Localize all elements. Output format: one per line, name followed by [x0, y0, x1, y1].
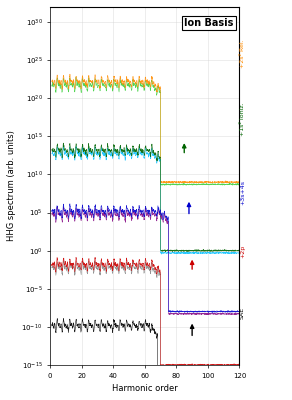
- Text: Ion Basis: Ion Basis: [184, 18, 234, 28]
- Text: +2s² Rel.: +2s² Rel.: [240, 39, 245, 68]
- X-axis label: Harmonic order: Harmonic order: [112, 384, 178, 393]
- Text: SAE: SAE: [240, 307, 245, 319]
- Text: +3s+4s: +3s+4s: [240, 180, 245, 205]
- Text: +1s² Ioniz.: +1s² Ioniz.: [240, 103, 245, 136]
- Y-axis label: HHG spectrum (arb. units): HHG spectrum (arb. units): [7, 130, 16, 241]
- Text: +2p: +2p: [240, 245, 245, 258]
